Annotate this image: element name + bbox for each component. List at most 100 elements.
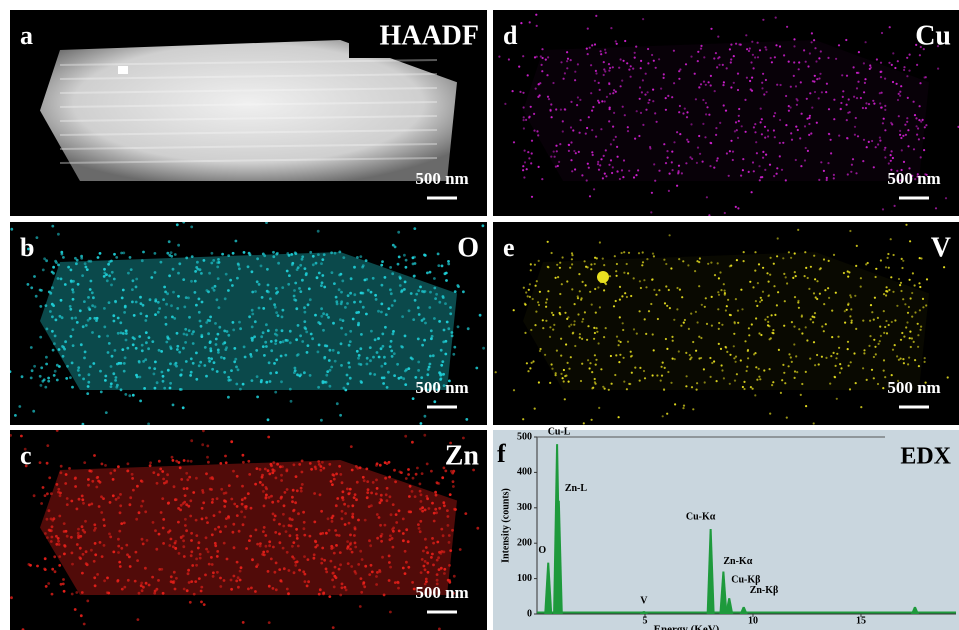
signal-dot xyxy=(122,289,125,292)
signal-dot xyxy=(451,529,454,532)
signal-dot xyxy=(423,565,426,568)
signal-dot xyxy=(417,306,420,309)
signal-dot xyxy=(791,139,793,141)
signal-dot xyxy=(762,151,764,153)
signal-dot xyxy=(202,429,205,432)
signal-dot xyxy=(585,266,587,268)
signal-dot xyxy=(556,264,558,266)
signal-dot xyxy=(256,396,259,399)
hot-spot xyxy=(597,271,609,283)
signal-dot xyxy=(601,100,603,102)
signal-dot xyxy=(922,298,924,300)
signal-dot xyxy=(762,291,764,293)
signal-dot xyxy=(69,308,72,311)
signal-dot xyxy=(229,279,232,282)
signal-dot xyxy=(104,375,107,378)
signal-dot xyxy=(40,384,43,387)
signal-dot xyxy=(420,571,423,574)
signal-dot xyxy=(299,290,302,293)
signal-dot xyxy=(423,318,426,321)
signal-dot xyxy=(900,85,902,87)
signal-dot xyxy=(918,138,920,140)
signal-dot xyxy=(411,490,414,493)
signal-dot xyxy=(520,22,522,24)
signal-dot xyxy=(788,353,790,355)
signal-dot xyxy=(524,161,526,163)
signal-dot xyxy=(33,365,36,368)
signal-dot xyxy=(640,60,642,62)
signal-dot xyxy=(190,371,193,374)
signal-dot xyxy=(269,372,272,375)
signal-dot xyxy=(340,342,343,345)
signal-dot xyxy=(344,586,347,589)
signal-dot xyxy=(232,523,235,526)
signal-dot xyxy=(631,372,633,374)
signal-dot xyxy=(163,482,166,485)
signal-dot xyxy=(550,103,552,105)
signal-dot xyxy=(339,473,342,476)
signal-dot xyxy=(847,112,849,114)
signal-dot xyxy=(813,422,815,424)
signal-dot xyxy=(660,380,662,382)
signal-dot xyxy=(873,319,875,321)
signal-dot xyxy=(251,313,254,316)
signal-dot xyxy=(884,129,886,131)
signal-dot xyxy=(806,339,808,341)
signal-dot xyxy=(216,261,219,264)
signal-dot xyxy=(177,272,180,275)
signal-dot xyxy=(597,163,599,165)
signal-dot xyxy=(339,318,342,321)
signal-dot xyxy=(724,294,726,296)
signal-dot xyxy=(351,504,354,507)
signal-dot xyxy=(925,124,927,126)
signal-dot xyxy=(349,292,352,295)
signal-dot xyxy=(205,472,208,475)
signal-dot xyxy=(591,44,593,46)
signal-dot xyxy=(563,380,565,382)
signal-dot xyxy=(322,380,325,383)
signal-dot xyxy=(293,509,296,512)
signal-dot xyxy=(432,542,435,545)
signal-dot xyxy=(736,373,738,375)
signal-dot xyxy=(717,308,719,310)
signal-dot xyxy=(104,464,107,467)
signal-dot xyxy=(918,365,920,367)
signal-dot xyxy=(178,552,181,555)
signal-dot xyxy=(363,479,366,482)
signal-dot xyxy=(653,60,655,62)
signal-dot xyxy=(54,370,57,373)
signal-dot xyxy=(589,291,591,293)
signal-dot xyxy=(903,161,905,163)
signal-dot xyxy=(899,91,901,93)
peak-label: Zn-Kβ xyxy=(750,585,779,596)
signal-dot xyxy=(883,118,885,120)
signal-dot xyxy=(155,548,158,551)
signal-dot xyxy=(436,541,439,544)
signal-dot xyxy=(224,455,227,458)
signal-dot xyxy=(662,362,664,364)
signal-dot xyxy=(144,510,147,513)
signal-dot xyxy=(539,291,541,293)
signal-dot xyxy=(589,195,591,197)
signal-dot xyxy=(202,501,205,504)
signal-dot xyxy=(91,291,94,294)
signal-dot xyxy=(404,281,407,284)
signal-dot xyxy=(111,271,114,274)
signal-dot xyxy=(804,159,806,161)
signal-dot xyxy=(275,339,278,342)
signal-dot xyxy=(865,102,867,104)
signal-dot xyxy=(702,161,704,163)
signal-dot xyxy=(672,358,674,360)
signal-dot xyxy=(216,550,219,553)
signal-dot xyxy=(907,312,909,314)
signal-dot xyxy=(587,53,589,55)
signal-dot xyxy=(173,317,176,320)
signal-dot xyxy=(585,284,587,286)
signal-dot xyxy=(341,517,344,520)
signal-dot xyxy=(179,374,182,377)
signal-dot xyxy=(444,302,447,305)
signal-dot xyxy=(720,289,722,291)
signal-dot xyxy=(914,359,916,361)
signal-dot xyxy=(810,132,812,134)
signal-dot xyxy=(71,593,74,596)
